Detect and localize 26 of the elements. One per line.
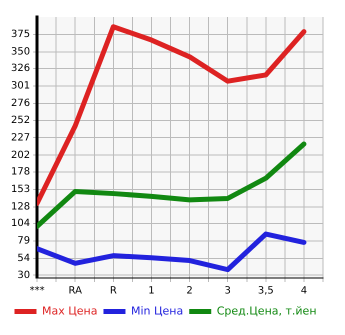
x-tick-label: 3,5 [258, 286, 274, 297]
x-tick-label: 2 [186, 286, 193, 297]
y-tick-label: 350 [10, 46, 30, 58]
x-tick-label: RA [68, 286, 82, 297]
x-tick-label: 1 [148, 286, 155, 297]
y-tick-label: 79 [17, 236, 30, 247]
y-tick-label: 54 [17, 253, 30, 264]
y-tick-label: 30 [17, 270, 30, 281]
legend-label: Min Цена [130, 304, 184, 318]
y-tick-label: 252 [10, 114, 30, 126]
y-tick-label: 227 [10, 132, 30, 144]
y-tick-label: 104 [10, 218, 30, 230]
x-tick-label: 3 [224, 286, 231, 297]
legend-label: Сред.Цена, т.йен [216, 304, 317, 318]
x-tick-label: R [110, 286, 117, 297]
x-tick-label: *** [30, 286, 45, 297]
y-tick-label: 202 [10, 150, 30, 161]
x-tick-label: 4 [300, 286, 308, 297]
y-tick-label: 178 [10, 166, 30, 178]
y-tick-label: 375 [10, 29, 30, 40]
y-tick-label: 276 [10, 98, 30, 110]
y-tick-label: 153 [10, 184, 30, 195]
legend-label: Max Цена [42, 304, 98, 318]
y-tick-label: 326 [10, 63, 30, 74]
y-tick-label: 301 [10, 80, 30, 92]
y-tick-label: 128 [10, 201, 30, 212]
